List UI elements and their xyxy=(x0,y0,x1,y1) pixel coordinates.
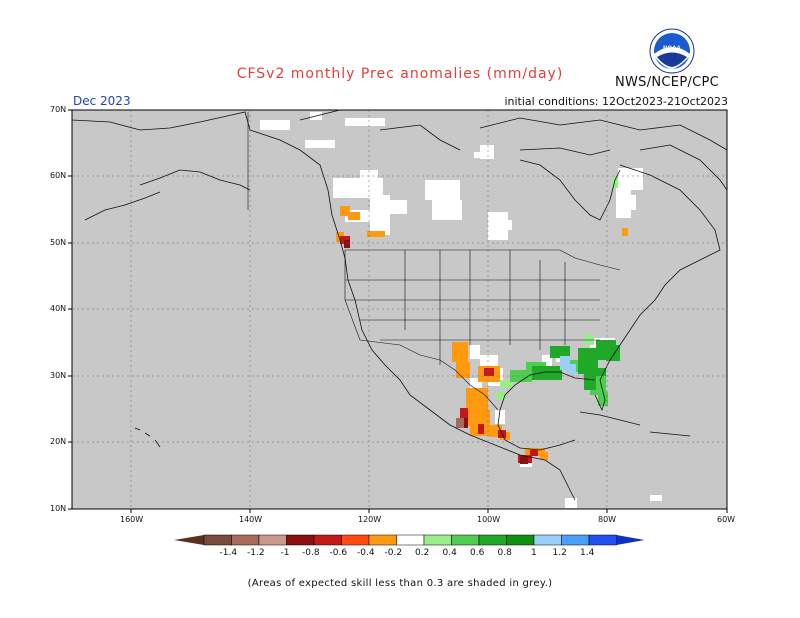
colorbar-label: 1.4 xyxy=(580,548,595,558)
coastlines xyxy=(71,109,728,501)
colorbar-label: -1 xyxy=(280,548,290,558)
colorbar-swatch xyxy=(533,534,562,546)
lat-label-30n: 30N xyxy=(50,371,67,380)
forecast-month: Dec 2023 xyxy=(73,94,131,108)
colorbar-label: 0.8 xyxy=(497,548,512,558)
lat-label-20n: 20N xyxy=(50,437,67,446)
colorbar-swatch xyxy=(203,534,232,546)
anomaly-dark-red xyxy=(344,240,528,464)
lon-label-60w: 60W xyxy=(717,515,736,524)
colorbar-swatch xyxy=(286,534,315,546)
lon-label-160w: 160W xyxy=(120,515,144,524)
colorbar-arrow-low xyxy=(174,535,204,545)
colorbar-swatch xyxy=(451,534,480,546)
colorbar-swatch xyxy=(313,534,342,546)
lat-label-70n: 70N xyxy=(50,105,67,114)
colorbar-swatch xyxy=(561,534,590,546)
anomaly-light-blue xyxy=(560,356,576,374)
colorbar-swatch xyxy=(258,534,287,546)
anomaly-dark-green xyxy=(532,340,620,390)
colorbar-label: 1.2 xyxy=(552,548,567,558)
lat-label-50n: 50N xyxy=(50,238,67,247)
colorbar-swatch xyxy=(396,534,425,546)
graticule xyxy=(72,110,727,509)
colorbar-label: -0.6 xyxy=(329,548,348,558)
colorbar-swatch xyxy=(588,534,617,546)
colorbar-swatch xyxy=(423,534,452,546)
footnote: (Areas of expected skill less than 0.3 a… xyxy=(247,578,553,589)
colorbar-swatch xyxy=(231,534,260,546)
anomaly-orange xyxy=(336,206,628,460)
anomaly-brown xyxy=(456,418,464,428)
agency-label: NWS/NCEP/CPC xyxy=(615,75,720,90)
colorbar-swatch xyxy=(341,534,370,546)
colorbar-label: -0.4 xyxy=(357,548,375,558)
colorbar-swatch xyxy=(506,534,535,546)
colorbar-label: -1.2 xyxy=(247,548,265,558)
logo-text: NOAA xyxy=(663,46,681,52)
colorbar-label: 1 xyxy=(531,548,537,558)
axis-ticks xyxy=(68,109,728,513)
lon-label-140w: 140W xyxy=(239,515,263,524)
colorbar-label: -0.2 xyxy=(384,548,403,558)
lat-label-10n: 10N xyxy=(50,504,67,513)
chart-title: CFSv2 monthly Prec anomalies (mm/day) xyxy=(236,66,564,82)
noaa-logo: NOAA xyxy=(649,28,695,74)
lon-label-100w: 100W xyxy=(477,515,501,524)
colorbar-swatch xyxy=(368,534,397,546)
initial-conditions: initial conditions: 12Oct2023-21Oct2023 xyxy=(504,95,728,108)
colorbar-label: 0.2 xyxy=(415,548,430,558)
colorbar-label: -1.4 xyxy=(219,548,238,558)
map-background xyxy=(71,109,728,510)
lat-label-40n: 40N xyxy=(50,304,67,313)
lat-label-60n: 60N xyxy=(50,171,67,180)
colorbar-label: 0.6 xyxy=(470,548,485,558)
colorbar-swatch xyxy=(478,534,507,546)
colorbar-label: 0.4 xyxy=(442,548,457,558)
lon-label-80w: 80W xyxy=(598,515,617,524)
political-borders xyxy=(247,112,621,411)
colorbar-arrow-high xyxy=(616,535,645,545)
colorbar-label: -0.8 xyxy=(302,548,320,558)
lon-label-120w: 120W xyxy=(358,515,382,524)
